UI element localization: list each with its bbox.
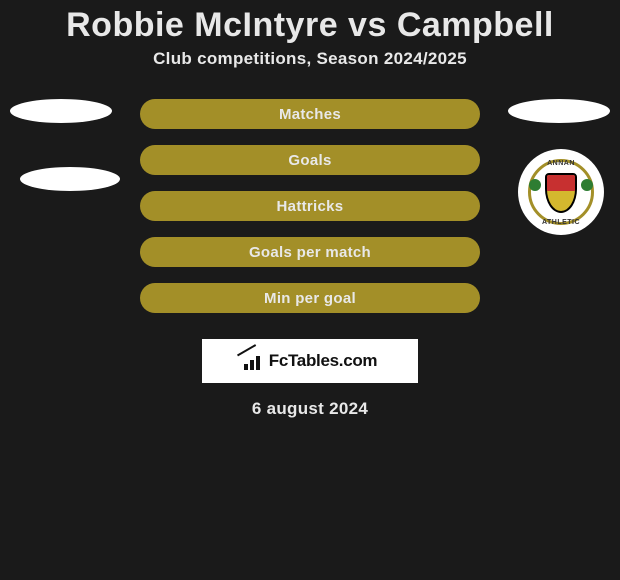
stat-bar: Goals per match (140, 237, 480, 267)
stats-container: ANNANATHLETICMatches Goals Hattricks Goals … (0, 99, 620, 329)
stat-row: Min per goal (0, 283, 620, 329)
fctables-label: FcTables.com (269, 351, 378, 371)
page-subtitle: Club competitions, Season 2024/2025 (0, 49, 620, 99)
stat-row: ANNANATHLETICMatches (0, 99, 620, 145)
stat-row: Goals (0, 145, 620, 191)
stat-label: Goals per match (249, 244, 371, 261)
page-title: Robbie McIntyre vs Campbell (0, 0, 620, 49)
stat-bar: Matches (140, 99, 480, 129)
stat-bar: Goals (140, 145, 480, 175)
stat-label: Min per goal (264, 290, 356, 307)
stat-label: Matches (279, 106, 341, 123)
player-right-badge (508, 99, 610, 123)
fctables-icon (243, 352, 265, 370)
fctables-watermark: FcTables.com (202, 339, 418, 383)
stat-label: Goals (288, 152, 331, 169)
stat-row: Hattricks (0, 191, 620, 237)
stat-label: Hattricks (277, 198, 344, 215)
stat-bar: Min per goal (140, 283, 480, 313)
stat-bar: Hattricks (140, 191, 480, 221)
stat-row: Goals per match (0, 237, 620, 283)
page-date: 6 august 2024 (0, 399, 620, 419)
